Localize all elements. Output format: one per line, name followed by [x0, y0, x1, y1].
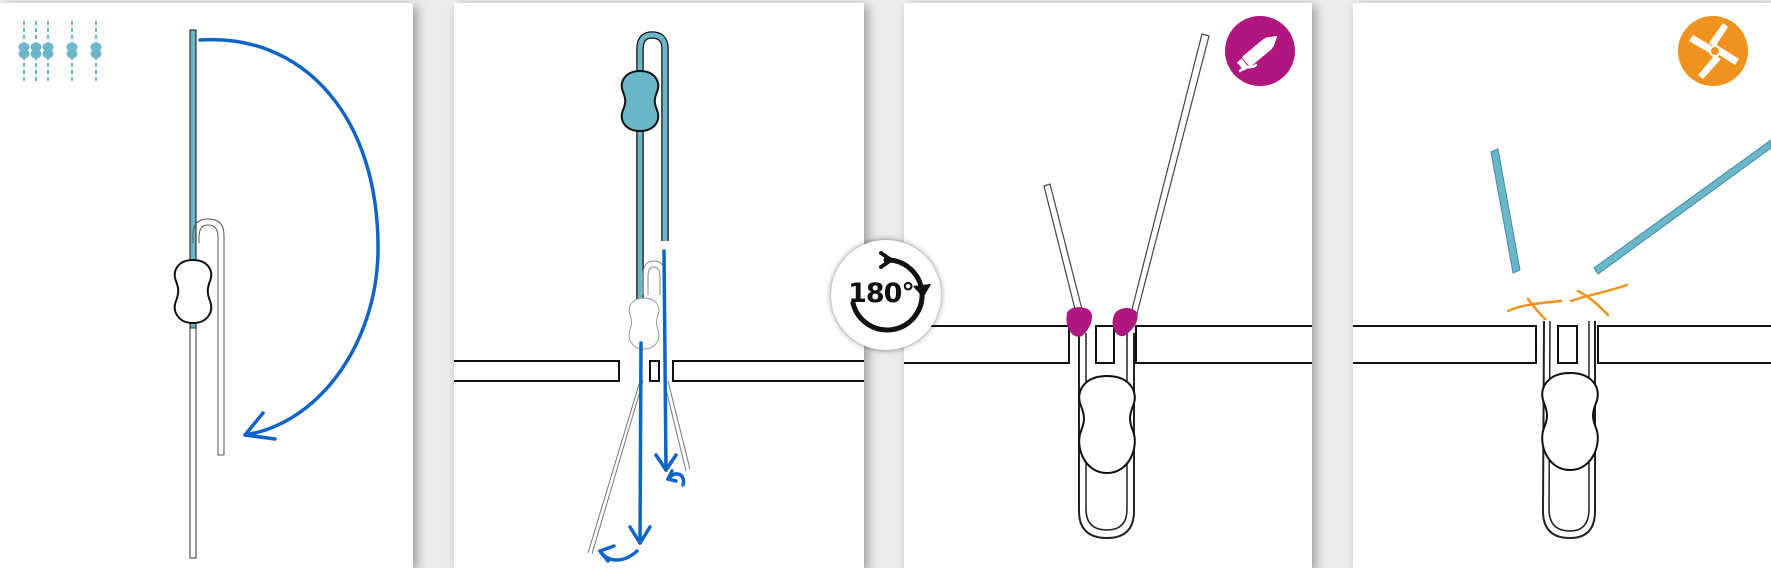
step-3-illustration: [904, 16, 1312, 540]
step-3-panel: [904, 3, 1312, 568]
step-4-illustration: [1353, 16, 1771, 540]
scissors-icon: [1678, 16, 1748, 86]
rotate-180-badge: 180°: [831, 240, 941, 350]
board-hole-bridge: [1557, 325, 1578, 364]
cord-hairpin-loop: [192, 218, 225, 455]
board: [904, 325, 1070, 364]
step-1-panel: [0, 3, 413, 568]
cut-cord-pieces: [1490, 139, 1771, 275]
bead: [1078, 374, 1136, 475]
step-2-illustration: [454, 31, 864, 563]
bead: [1541, 371, 1599, 472]
bead-blue: [620, 69, 660, 133]
board-hole-bridge: [649, 360, 660, 382]
marker-pen-icon: [1225, 16, 1295, 86]
step-1-illustration: [18, 21, 380, 559]
bead-sizes-legend: [18, 21, 102, 81]
board: [1353, 325, 1537, 364]
cord-ends-glued: [1043, 33, 1210, 326]
cord-ends-below: [587, 380, 691, 555]
step-4-panel: [1353, 3, 1771, 568]
rotate-180-label: 180°: [848, 278, 915, 309]
cord-u-loop: [1541, 320, 1596, 540]
fold-arrow: [198, 37, 380, 437]
rotate-clockwise-icon: [850, 251, 931, 333]
cord-white-lower: [189, 327, 197, 559]
step-2-panel: [454, 3, 864, 568]
board: [454, 360, 620, 382]
pull-arrows: [598, 249, 686, 563]
ghost-position: [628, 260, 666, 350]
cord-u-loop: [1078, 333, 1135, 540]
glue-blobs: [1066, 307, 1138, 337]
cut-marks: [1506, 283, 1629, 321]
bead: [173, 258, 213, 325]
board-hole-bridge: [1095, 325, 1115, 364]
